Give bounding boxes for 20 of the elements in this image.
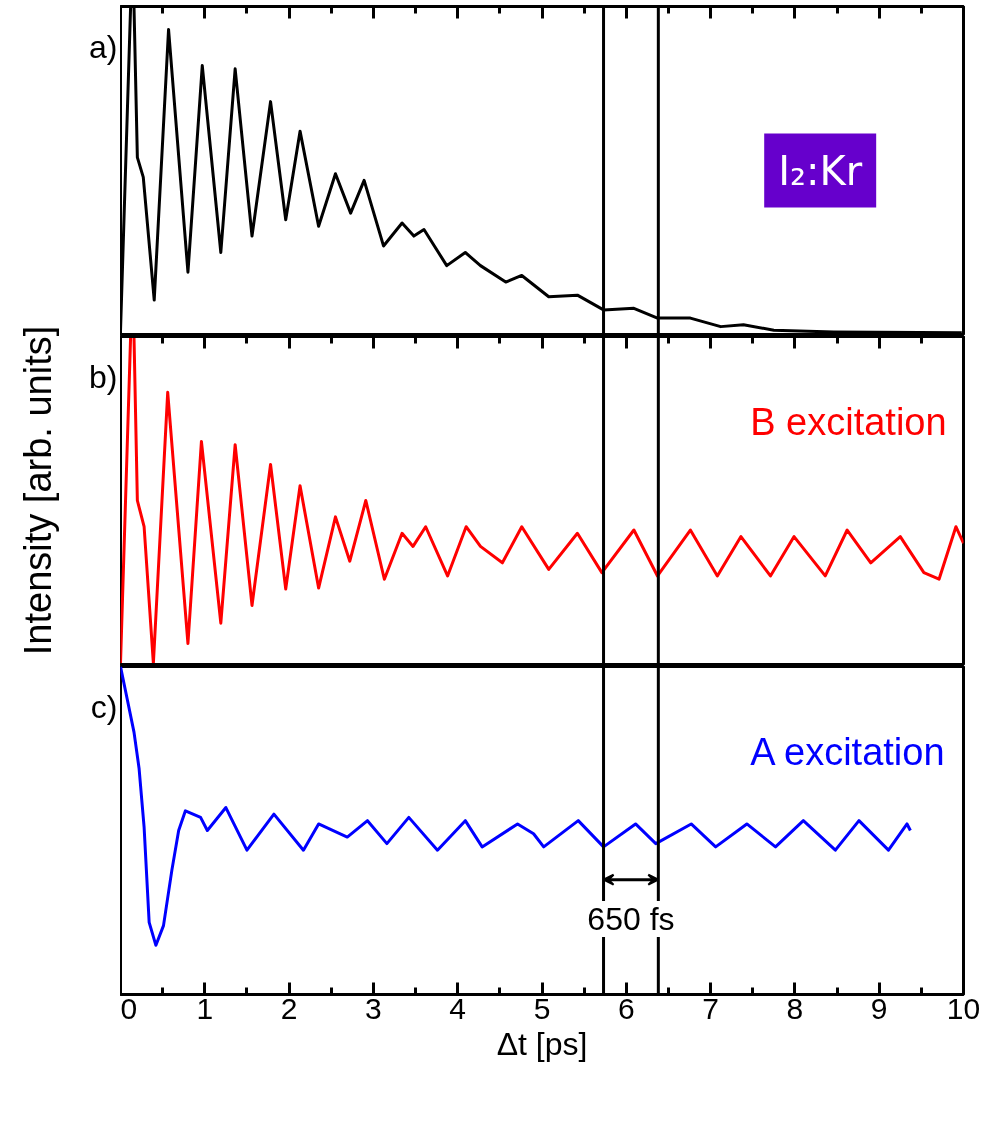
text: c) — [90, 688, 118, 725]
x-tick-label: 7 — [702, 991, 719, 1025]
x-tick-label: 5 — [533, 991, 551, 1025]
x-tick-label: 6 — [617, 991, 635, 1025]
annotation: 650 fs — [587, 901, 675, 938]
y-axis-title: Intensity [arb. units] — [16, 325, 59, 656]
text: a) — [89, 28, 118, 65]
text: b) — [89, 358, 118, 395]
x-tick-label: 9 — [870, 991, 888, 1025]
text: B excitation — [750, 400, 947, 443]
x-tick-label: 8 — [786, 991, 804, 1025]
x-tick-label: 4 — [449, 991, 467, 1025]
annotation: I₂:Kr — [778, 147, 863, 194]
series-label: A excitation — [750, 730, 945, 773]
x-axis-title: Δt [ps] — [496, 1025, 588, 1062]
x-tick-label: 3 — [365, 991, 382, 1025]
x-tick-label: 1 — [196, 991, 214, 1025]
x-tick-label: 2 — [280, 991, 298, 1025]
x-tick-label: 0 — [120, 991, 138, 1025]
x-tick-label: 10 — [946, 991, 981, 1025]
